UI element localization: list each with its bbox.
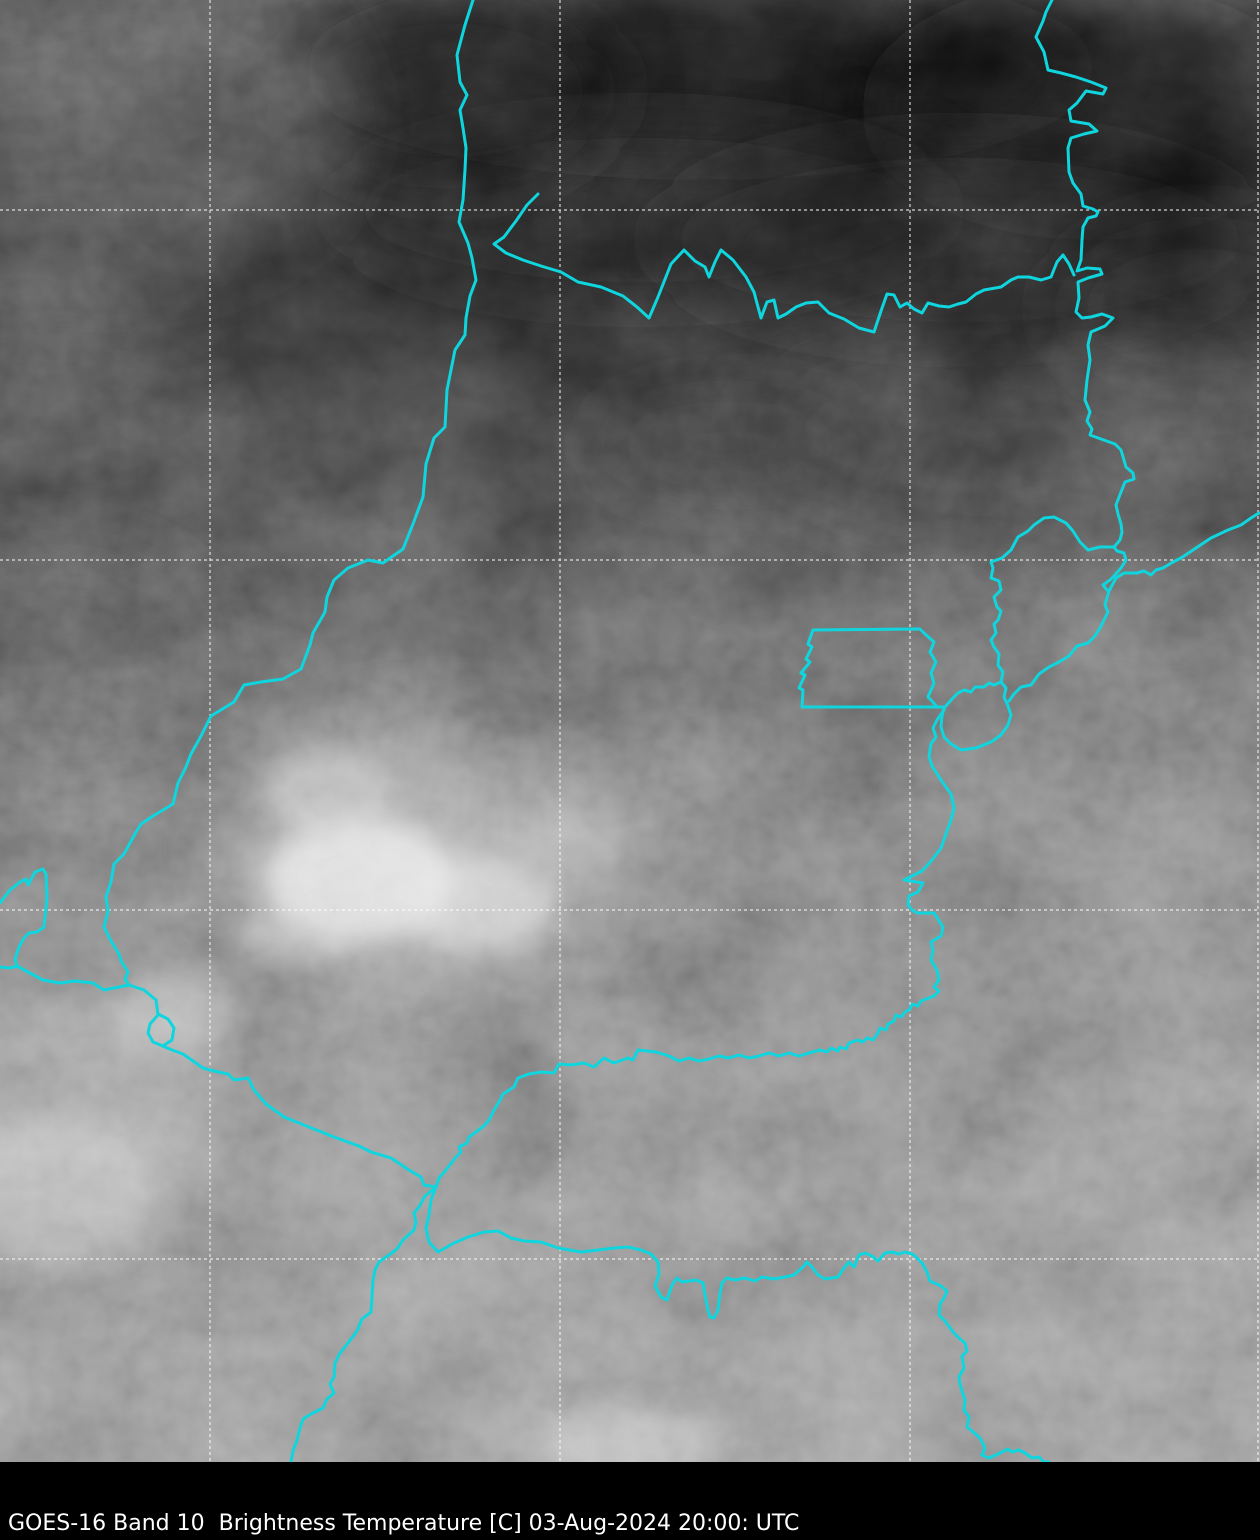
border-river-northwest: [102, 0, 478, 987]
border-central-state: [434, 708, 956, 1189]
border-north-state: [492, 192, 1076, 334]
border-left-edge-hook: [0, 867, 131, 992]
border-west-river-link: [127, 983, 438, 1189]
border-df-link: [935, 680, 1003, 709]
caption-text: GOES-16 Band 10 Brightness Temperature […: [8, 1511, 800, 1536]
border-inner-east: [939, 515, 1115, 752]
border-south: [289, 1185, 438, 1462]
map-borders: [0, 0, 1260, 1462]
cloud-texture-fine: [0, 0, 1260, 1462]
caption-bar: GOES-16 Band 10 Brightness Temperature […: [0, 1462, 1260, 1540]
border-southeast: [424, 1185, 1051, 1462]
latlon-grid: [0, 0, 1260, 1462]
border-northeast-branch: [1107, 511, 1260, 593]
satellite-image: [0, 0, 1260, 1462]
